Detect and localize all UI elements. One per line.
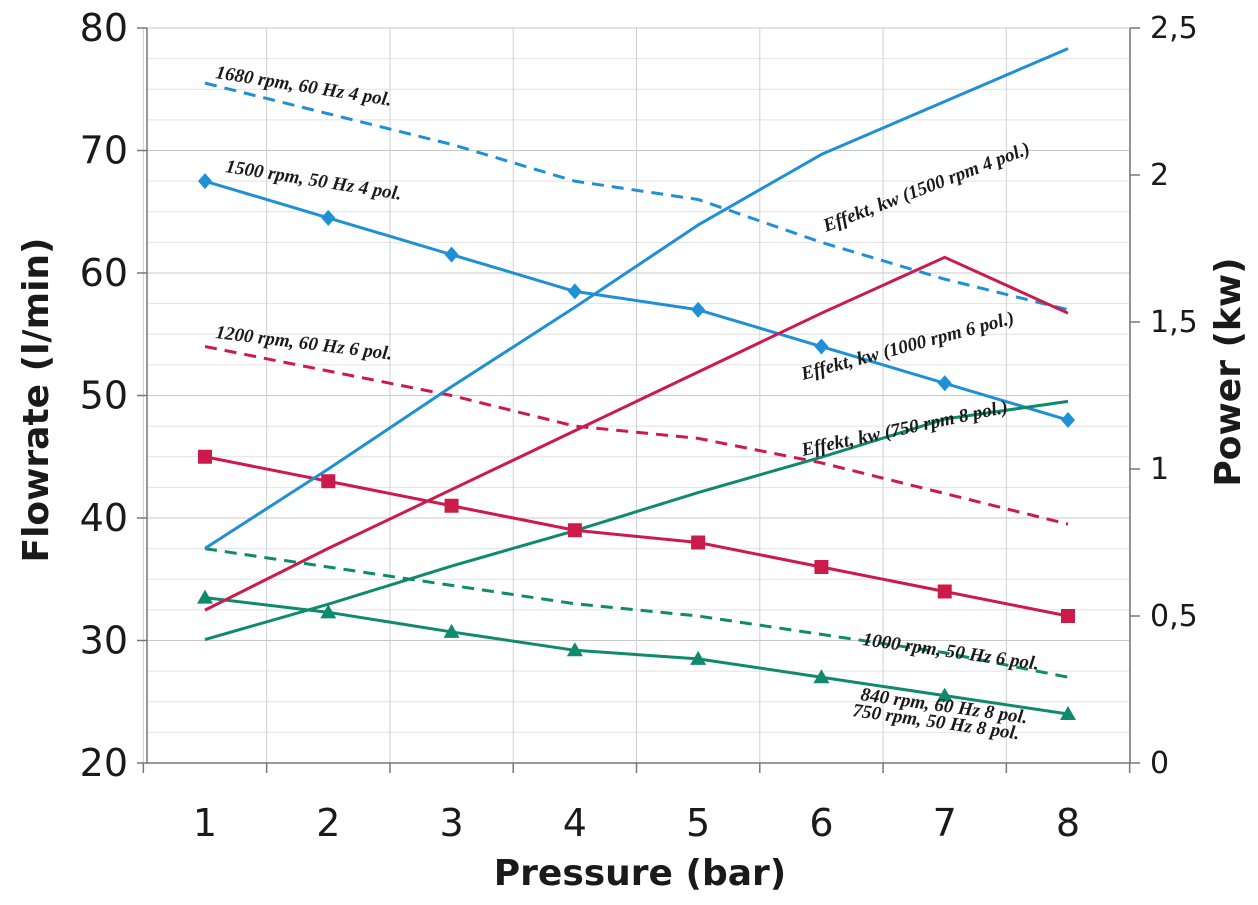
triangle-marker xyxy=(320,604,337,619)
axes xyxy=(137,27,1140,773)
triangle-marker xyxy=(1060,706,1076,720)
y2-axis-title: Power (kw) xyxy=(1208,257,1249,486)
y-tick-label: 40 xyxy=(80,496,128,540)
diamond-marker xyxy=(1061,412,1075,428)
series-label-3: 1000 rpm, 50 Hz 6 pol. xyxy=(861,629,1040,675)
diamond-marker xyxy=(567,283,582,300)
x-tick-label: 1 xyxy=(193,801,217,845)
x-tick-label: 8 xyxy=(1056,801,1080,845)
square-marker xyxy=(1061,609,1075,623)
diamond-marker xyxy=(691,301,706,318)
series-label-0: 1680 rpm, 60 Hz 4 pol. xyxy=(214,62,393,111)
y-tick-label: 80 xyxy=(80,6,128,50)
y2-tick-labels: 0 0,5 1 1,5 2 2,5 xyxy=(1150,11,1198,781)
y2-tick-label: 1,5 xyxy=(1150,305,1198,340)
y-tick-label: 20 xyxy=(80,741,128,785)
triangle-marker xyxy=(813,669,830,684)
square-marker xyxy=(691,535,706,550)
square-marker xyxy=(567,523,582,538)
diamond-marker xyxy=(937,375,952,392)
x-tick-labels: 1 2 3 4 5 6 7 8 xyxy=(193,801,1080,845)
x-tick-label: 4 xyxy=(563,801,587,845)
y-tick-label: 50 xyxy=(80,374,128,418)
x-tick-label: 3 xyxy=(439,801,463,845)
diamond-marker xyxy=(321,209,336,226)
x-tick-label: 5 xyxy=(686,801,710,845)
y2-tick-label: 0 xyxy=(1150,746,1169,781)
diamond-marker xyxy=(198,173,212,190)
series-line-5 xyxy=(204,596,1069,716)
series-lines xyxy=(204,47,1069,716)
square-marker xyxy=(814,560,829,574)
triangle-marker xyxy=(197,589,213,604)
y2-tick-label: 0,5 xyxy=(1150,599,1198,634)
series-line-4 xyxy=(204,547,1069,679)
diamond-marker xyxy=(444,246,459,263)
y-tick-label: 70 xyxy=(80,129,128,173)
x-axis-title: Pressure (bar) xyxy=(494,853,786,894)
square-marker xyxy=(321,474,336,489)
series-line-6 xyxy=(204,47,1069,550)
series-line-7 xyxy=(204,255,1069,612)
series-label-6: Effekt, kw (1500 rpm 4 pol.) xyxy=(819,138,1033,237)
y-tick-labels: 20 30 40 50 60 70 80 xyxy=(80,6,128,785)
series-line-1 xyxy=(204,179,1069,422)
series-label-8: Effekt, kw (750 rpm 8 pol.) xyxy=(799,397,1010,461)
square-marker xyxy=(198,449,212,464)
triangle-marker xyxy=(936,687,953,702)
y-tick-label: 60 xyxy=(80,251,128,295)
triangle-marker xyxy=(690,650,707,665)
series-markers xyxy=(197,173,1076,720)
x-tick-label: 2 xyxy=(316,801,340,845)
series-label-1: 1500 rpm, 50 Hz 4 pol. xyxy=(224,156,403,205)
y2-tick-label: 2,5 xyxy=(1150,11,1198,46)
triangle-marker xyxy=(566,642,583,657)
diamond-marker xyxy=(814,338,829,355)
triangle-marker xyxy=(443,623,460,638)
series-line-2 xyxy=(204,345,1069,526)
series-line-0 xyxy=(204,81,1069,312)
y-axis-title: Flowrate (l/min) xyxy=(16,237,57,562)
series-line-3 xyxy=(204,455,1069,618)
square-marker xyxy=(937,584,952,599)
series-label-2: 1200 rpm, 60 Hz 6 pol. xyxy=(214,322,393,365)
square-marker xyxy=(444,498,459,513)
x-tick-label: 7 xyxy=(933,801,957,845)
y2-tick-label: 2 xyxy=(1150,158,1169,193)
series-annotations: 1680 rpm, 60 Hz 4 pol. 1500 rpm, 50 Hz 4 … xyxy=(214,62,1040,744)
y-tick-label: 30 xyxy=(80,619,128,663)
series-line-8 xyxy=(204,399,1069,641)
x-tick-label: 6 xyxy=(809,801,833,845)
y2-tick-label: 1 xyxy=(1150,452,1169,487)
